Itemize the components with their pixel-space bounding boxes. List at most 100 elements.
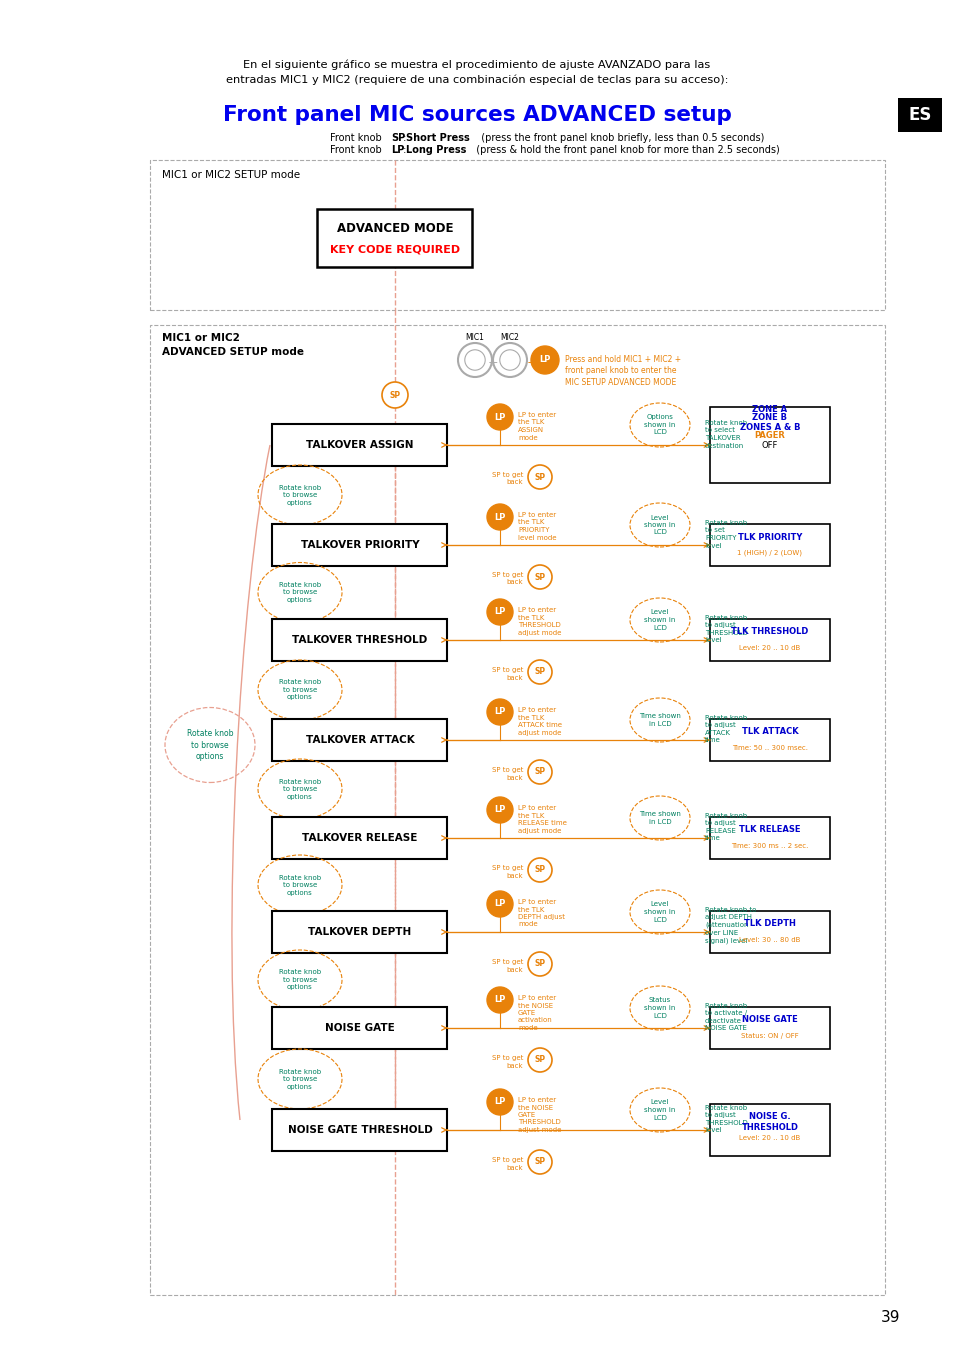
Text: LP to enter
the NOISE
GATE
THRESHOLD
adjust mode: LP to enter the NOISE GATE THRESHOLD adj…: [517, 1096, 560, 1133]
Circle shape: [527, 1151, 552, 1174]
Bar: [273, 1007, 447, 1049]
Text: TLK THRESHOLD: TLK THRESHOLD: [731, 627, 808, 637]
Text: LP to enter
the TLK
THRESHOLD
adjust mode: LP to enter the TLK THRESHOLD adjust mod…: [517, 607, 560, 635]
Text: SP to get
back: SP to get back: [491, 572, 522, 585]
Circle shape: [486, 699, 513, 725]
Text: Time shown
in LCD: Time shown in LCD: [639, 714, 680, 727]
Text: ZONES A & B: ZONES A & B: [739, 422, 800, 431]
Bar: [273, 1109, 447, 1151]
Text: TLK PRIORITY: TLK PRIORITY: [737, 533, 801, 542]
Text: SP to get
back: SP to get back: [491, 667, 522, 680]
Circle shape: [486, 404, 513, 430]
Bar: [709, 817, 829, 859]
Text: LP: LP: [494, 412, 505, 422]
Text: Rotate knob
to browse
options: Rotate knob to browse options: [278, 875, 321, 895]
Text: LP: LP: [494, 899, 505, 909]
Bar: [709, 619, 829, 661]
Text: Rotate knob
to activate /
deactivate
NOISE GATE: Rotate knob to activate / deactivate NOI…: [704, 1003, 746, 1032]
Text: TALKOVER RELEASE: TALKOVER RELEASE: [302, 833, 417, 844]
Text: TALKOVER ATTACK: TALKOVER ATTACK: [305, 735, 414, 745]
Text: MIC1: MIC1: [465, 334, 484, 342]
Text: LP to enter
the NOISE
GATE
activation
mode: LP to enter the NOISE GATE activation mo…: [517, 995, 556, 1032]
Text: TALKOVER DEPTH: TALKOVER DEPTH: [308, 927, 411, 937]
Text: LP: LP: [538, 356, 550, 365]
Text: Rotate knob
to adjust
THRESHOLD
level: Rotate knob to adjust THRESHOLD level: [704, 1105, 747, 1133]
Text: SP: SP: [534, 1157, 545, 1167]
Bar: [709, 1105, 829, 1156]
Bar: [709, 719, 829, 761]
Text: LP: LP: [391, 145, 404, 155]
Text: Level
shown in
LCD: Level shown in LCD: [643, 902, 675, 922]
Text: Short Press: Short Press: [406, 132, 469, 143]
Text: ZONE A: ZONE A: [752, 404, 787, 414]
Text: SP to get
back: SP to get back: [491, 767, 522, 780]
Text: Rotate knob
to adjust
ATTACK
time: Rotate knob to adjust ATTACK time: [704, 715, 746, 744]
Text: LP to enter
the TLK
DEPTH adjust
mode: LP to enter the TLK DEPTH adjust mode: [517, 899, 564, 927]
Circle shape: [527, 760, 552, 784]
Bar: [897, 97, 941, 132]
Text: LP to enter
the TLK
RELEASE time
adjust mode: LP to enter the TLK RELEASE time adjust …: [517, 804, 566, 833]
Text: TALKOVER THRESHOLD: TALKOVER THRESHOLD: [292, 635, 427, 645]
Text: Front knob: Front knob: [330, 145, 388, 155]
Text: NOISE G.
THRESHOLD: NOISE G. THRESHOLD: [740, 1113, 798, 1132]
Text: Time shown
in LCD: Time shown in LCD: [639, 811, 680, 825]
Text: NOISE GATE THRESHOLD: NOISE GATE THRESHOLD: [287, 1125, 432, 1134]
Circle shape: [486, 987, 513, 1013]
Bar: [273, 817, 447, 859]
Text: Rotate knob
to select
TALKOVER
destination: Rotate knob to select TALKOVER destinati…: [704, 420, 746, 449]
Text: LP: LP: [494, 607, 505, 617]
Text: SP: SP: [534, 960, 545, 968]
Text: SP to get
back: SP to get back: [491, 1157, 522, 1171]
Text: Time: 300 ms .. 2 sec.: Time: 300 ms .. 2 sec.: [731, 844, 808, 849]
Text: ES: ES: [907, 105, 931, 124]
Text: Rotate knob
to browse
options: Rotate knob to browse options: [187, 729, 233, 761]
Bar: [150, 160, 884, 310]
Text: Rotate knob to
adjust DEPTH
(attenuation
over LINE
signal) level: Rotate knob to adjust DEPTH (attenuation…: [704, 907, 756, 944]
Text: :: :: [399, 145, 409, 155]
Text: MIC1 or MIC2 SETUP mode: MIC1 or MIC2 SETUP mode: [162, 170, 300, 180]
Bar: [273, 425, 447, 466]
Text: SP to get
back: SP to get back: [491, 865, 522, 879]
Text: LP: LP: [494, 806, 505, 814]
Text: LP to enter
the TLK
ATTACK time
adjust mode: LP to enter the TLK ATTACK time adjust m…: [517, 707, 561, 735]
Text: ADVANCED SETUP mode: ADVANCED SETUP mode: [162, 347, 304, 357]
Text: LP: LP: [494, 995, 505, 1005]
Text: Rotate knob
to set
PRIORITY
level: Rotate knob to set PRIORITY level: [704, 521, 746, 549]
Text: SP: SP: [389, 391, 400, 399]
Text: (press the front panel knob briefly, less than 0.5 seconds): (press the front panel knob briefly, les…: [475, 132, 763, 143]
Circle shape: [527, 952, 552, 976]
Text: MIC1 or MIC2: MIC1 or MIC2: [162, 333, 239, 343]
Text: KEY CODE REQUIRED: KEY CODE REQUIRED: [330, 245, 459, 256]
Circle shape: [486, 796, 513, 823]
Circle shape: [486, 1088, 513, 1115]
Circle shape: [527, 1048, 552, 1072]
Text: :: :: [399, 132, 409, 143]
Text: Rotate knob
to browse
options: Rotate knob to browse options: [278, 680, 321, 700]
Bar: [317, 210, 472, 266]
Text: Level: 30 .. 80 dB: Level: 30 .. 80 dB: [739, 937, 800, 942]
Text: Press and hold MIC1 + MIC2 +
front panel knob to enter the
MIC SETUP ADVANCED MO: Press and hold MIC1 + MIC2 + front panel…: [564, 356, 680, 387]
Circle shape: [527, 565, 552, 589]
Text: Rotate knob
to browse
options: Rotate knob to browse options: [278, 969, 321, 991]
Text: SP: SP: [534, 668, 545, 676]
Circle shape: [527, 859, 552, 882]
Text: LP: LP: [494, 707, 505, 717]
Text: NOISE GATE: NOISE GATE: [325, 1023, 395, 1033]
Text: Front knob: Front knob: [330, 132, 388, 143]
Text: Status
shown in
LCD: Status shown in LCD: [643, 998, 675, 1018]
Text: +: +: [487, 357, 497, 369]
Bar: [273, 525, 447, 566]
Text: LP: LP: [494, 512, 505, 522]
Text: Level
shown in
LCD: Level shown in LCD: [643, 610, 675, 630]
Circle shape: [486, 504, 513, 530]
Text: SP: SP: [534, 1056, 545, 1064]
Text: 1 (HIGH) / 2 (LOW): 1 (HIGH) / 2 (LOW): [737, 550, 801, 556]
Text: Long Press: Long Press: [406, 145, 466, 155]
Text: Options
shown in
LCD: Options shown in LCD: [643, 415, 675, 435]
Bar: [709, 911, 829, 953]
Text: TLK DEPTH: TLK DEPTH: [743, 919, 795, 929]
Text: TALKOVER PRIORITY: TALKOVER PRIORITY: [300, 539, 419, 550]
Text: MIC2: MIC2: [500, 334, 518, 342]
Text: SP to get
back: SP to get back: [491, 959, 522, 972]
Text: TLK ATTACK: TLK ATTACK: [740, 727, 798, 737]
